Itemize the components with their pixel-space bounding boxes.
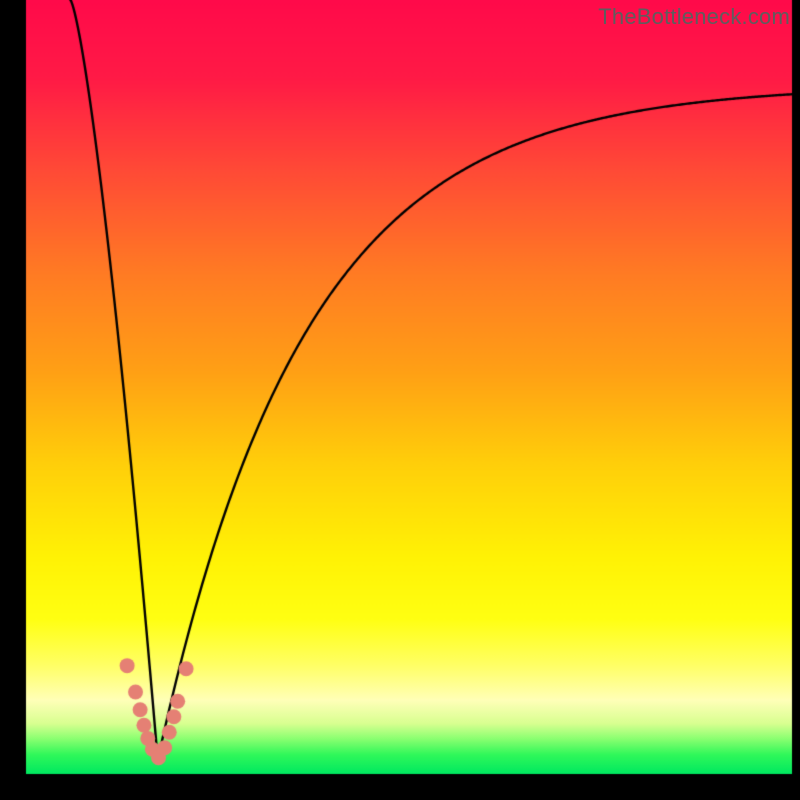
chart-stage: TheBottleneck.com bbox=[0, 0, 800, 800]
watermark-text: TheBottleneck.com bbox=[598, 4, 790, 30]
curve-canvas bbox=[0, 0, 800, 800]
